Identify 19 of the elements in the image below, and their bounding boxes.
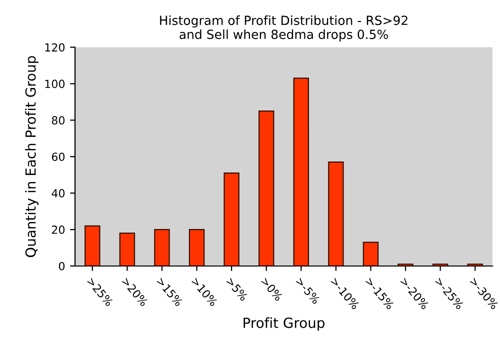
y-tick-label: 40 xyxy=(52,189,65,198)
y-tick-label: 120 xyxy=(45,43,65,52)
y-tick-label: 100 xyxy=(45,80,65,88)
bar xyxy=(119,232,136,266)
bar xyxy=(84,225,100,266)
y-tick-label: 80 xyxy=(52,116,65,125)
y-tick-label: 60 xyxy=(52,152,65,162)
bar xyxy=(188,228,205,266)
bar xyxy=(258,110,274,266)
y-tick-label: 0 xyxy=(58,262,65,270)
x-axis-title: Profit Group xyxy=(244,317,324,331)
bar xyxy=(362,242,379,266)
bar xyxy=(154,228,170,266)
bar xyxy=(328,162,344,266)
y-tick-label: 20 xyxy=(52,226,65,234)
y-axis-title: Quantity in Each Profit Group xyxy=(25,56,39,258)
bar xyxy=(293,78,310,266)
bar xyxy=(224,172,240,266)
chart-title: Histogram of Profit Distribution - RS>92 and Sell when 8edma drops 0.5% xyxy=(160,15,408,42)
